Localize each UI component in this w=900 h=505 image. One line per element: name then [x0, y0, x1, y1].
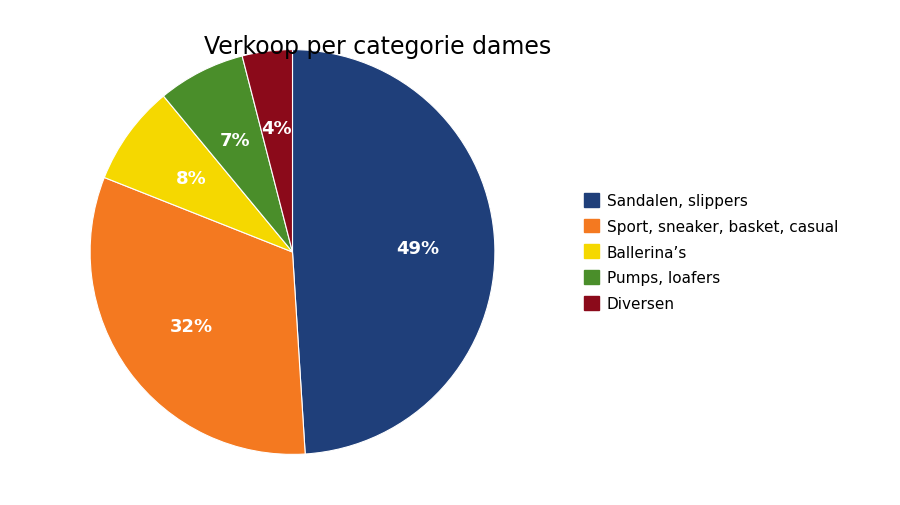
- Text: Verkoop per categorie dames: Verkoop per categorie dames: [204, 35, 552, 59]
- Wedge shape: [104, 97, 292, 252]
- Wedge shape: [292, 50, 495, 454]
- Wedge shape: [242, 50, 292, 252]
- Wedge shape: [164, 57, 292, 252]
- Text: 7%: 7%: [220, 132, 251, 150]
- Text: 4%: 4%: [262, 119, 292, 137]
- Text: 49%: 49%: [396, 239, 439, 258]
- Text: 8%: 8%: [176, 170, 206, 188]
- Text: 32%: 32%: [169, 317, 212, 335]
- Legend: Sandalen, slippers, Sport, sneaker, basket, casual, Ballerina’s, Pumps, loafers,: Sandalen, slippers, Sport, sneaker, bask…: [583, 193, 838, 312]
- Wedge shape: [90, 178, 305, 454]
